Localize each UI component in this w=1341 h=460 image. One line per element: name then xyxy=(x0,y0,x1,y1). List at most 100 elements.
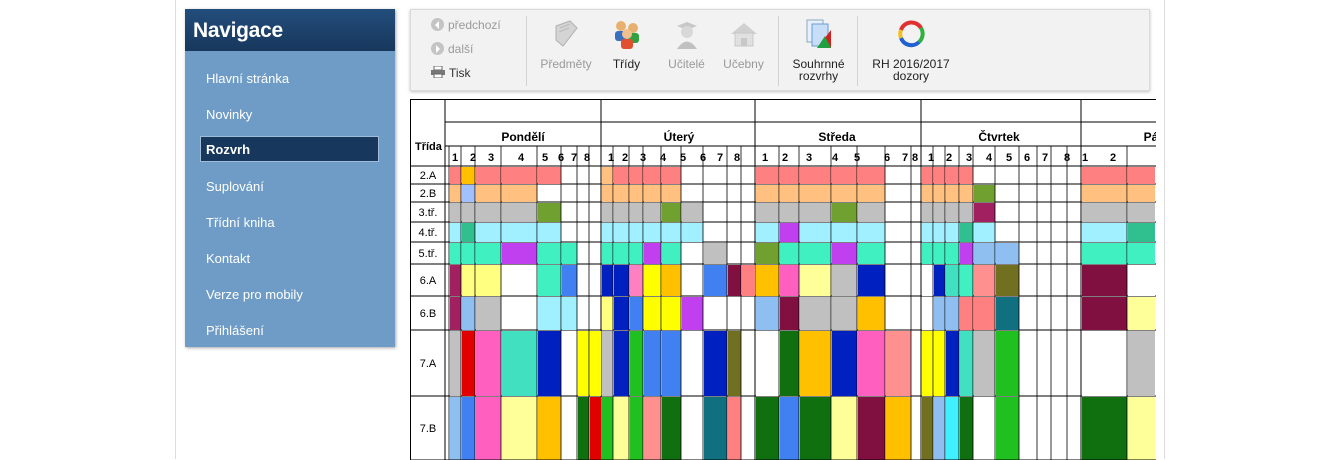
lesson-cell[interactable] xyxy=(756,297,779,330)
lesson-cell[interactable] xyxy=(780,185,799,202)
lesson-cell[interactable] xyxy=(728,265,741,296)
lesson-cell[interactable] xyxy=(562,265,577,296)
lesson-cell[interactable] xyxy=(476,203,501,222)
lesson-cell[interactable] xyxy=(934,223,945,242)
lesson-cell[interactable] xyxy=(800,265,831,296)
lesson-cell[interactable] xyxy=(780,167,799,184)
lesson-cell[interactable] xyxy=(644,397,661,460)
lesson-cell[interactable] xyxy=(780,265,799,296)
lesson-cell[interactable] xyxy=(742,265,755,296)
lesson-cell[interactable] xyxy=(630,167,643,184)
rh-button[interactable]: RH 2016/2017 dozory xyxy=(866,18,956,82)
lesson-cell[interactable] xyxy=(974,203,995,222)
lesson-cell[interactable] xyxy=(996,265,1019,296)
lesson-cell[interactable] xyxy=(630,331,643,396)
lesson-cell[interactable] xyxy=(630,203,643,222)
lesson-cell[interactable] xyxy=(602,223,613,242)
lesson-cell[interactable] xyxy=(780,331,799,396)
teachers-button[interactable]: Učitelé xyxy=(659,18,714,71)
lesson-cell[interactable] xyxy=(1082,223,1127,242)
lesson-cell[interactable] xyxy=(858,297,885,330)
lesson-cell[interactable] xyxy=(538,203,561,222)
print-link[interactable]: Tisk xyxy=(431,65,471,80)
lesson-cell[interactable] xyxy=(800,185,831,202)
lesson-cell[interactable] xyxy=(922,331,933,396)
lesson-cell[interactable] xyxy=(602,297,613,330)
lesson-cell[interactable] xyxy=(974,265,995,296)
lesson-cell[interactable] xyxy=(476,397,501,460)
lesson-cell[interactable] xyxy=(614,265,629,296)
lesson-cell[interactable] xyxy=(1082,167,1127,184)
lesson-cell[interactable] xyxy=(756,265,779,296)
lesson-cell[interactable] xyxy=(934,167,945,184)
nav-item-mobile[interactable]: Verze pro mobily xyxy=(206,287,303,302)
lesson-cell[interactable] xyxy=(704,331,727,396)
lesson-cell[interactable] xyxy=(886,397,911,460)
lesson-cell[interactable] xyxy=(462,167,475,184)
lesson-cell[interactable] xyxy=(538,397,561,460)
lesson-cell[interactable] xyxy=(476,331,501,396)
lesson-cell[interactable] xyxy=(832,223,857,242)
lesson-cell[interactable] xyxy=(946,185,959,202)
lesson-cell[interactable] xyxy=(780,223,799,242)
nav-item-substitutions[interactable]: Suplování xyxy=(206,179,264,194)
lesson-cell[interactable] xyxy=(476,243,501,264)
lesson-cell[interactable] xyxy=(1128,397,1155,460)
lesson-cell[interactable] xyxy=(450,167,461,184)
lesson-cell[interactable] xyxy=(832,331,857,396)
lesson-cell[interactable] xyxy=(704,243,727,264)
lesson-cell[interactable] xyxy=(538,223,561,242)
lesson-cell[interactable] xyxy=(590,331,601,396)
lesson-cell[interactable] xyxy=(662,203,681,222)
lesson-cell[interactable] xyxy=(886,331,911,396)
lesson-cell[interactable] xyxy=(934,397,945,460)
lesson-cell[interactable] xyxy=(996,331,1019,396)
lesson-cell[interactable] xyxy=(756,331,779,396)
lesson-cell[interactable] xyxy=(1082,203,1127,222)
lesson-cell[interactable] xyxy=(614,223,629,242)
lesson-cell[interactable] xyxy=(502,243,537,264)
lesson-cell[interactable] xyxy=(502,223,537,242)
lesson-cell[interactable] xyxy=(934,185,945,202)
lesson-cell[interactable] xyxy=(614,167,629,184)
lesson-cell[interactable] xyxy=(1128,265,1155,296)
nav-item-class-book[interactable]: Třídní kniha xyxy=(206,215,275,230)
nav-item-timetable[interactable]: Rozvrh xyxy=(185,136,395,173)
lesson-cell[interactable] xyxy=(934,297,945,330)
lesson-cell[interactable] xyxy=(858,243,885,264)
lesson-cell[interactable] xyxy=(800,203,831,222)
lesson-cell[interactable] xyxy=(644,167,661,184)
lesson-cell[interactable] xyxy=(1128,223,1155,242)
lesson-cell[interactable] xyxy=(1082,397,1127,460)
lesson-cell[interactable] xyxy=(858,185,885,202)
lesson-cell[interactable] xyxy=(858,265,885,296)
lesson-cell[interactable] xyxy=(832,297,857,330)
lesson-cell[interactable] xyxy=(538,331,561,396)
lesson-cell[interactable] xyxy=(832,185,857,202)
lesson-cell[interactable] xyxy=(756,243,779,264)
lesson-cell[interactable] xyxy=(800,243,831,264)
lesson-cell[interactable] xyxy=(476,185,501,202)
lesson-cell[interactable] xyxy=(934,331,945,396)
lesson-cell[interactable] xyxy=(644,331,661,396)
lesson-cell[interactable] xyxy=(662,397,681,460)
lesson-cell[interactable] xyxy=(922,223,933,242)
lesson-cell[interactable] xyxy=(960,265,973,296)
lesson-cell[interactable] xyxy=(922,167,933,184)
lesson-cell[interactable] xyxy=(662,167,681,184)
lesson-cell[interactable] xyxy=(450,265,461,296)
lesson-cell[interactable] xyxy=(562,243,577,264)
lesson-cell[interactable] xyxy=(756,203,779,222)
lesson-cell[interactable] xyxy=(960,167,973,184)
lesson-cell[interactable] xyxy=(662,223,681,242)
lesson-cell[interactable] xyxy=(590,397,601,460)
lesson-cell[interactable] xyxy=(832,167,857,184)
lesson-cell[interactable] xyxy=(960,397,973,460)
lesson-cell[interactable] xyxy=(502,167,537,184)
lesson-cell[interactable] xyxy=(462,397,475,460)
lesson-cell[interactable] xyxy=(578,331,589,396)
lesson-cell[interactable] xyxy=(662,297,681,330)
lesson-cell[interactable] xyxy=(922,203,933,222)
lesson-cell[interactable] xyxy=(602,203,613,222)
lesson-cell[interactable] xyxy=(780,203,799,222)
